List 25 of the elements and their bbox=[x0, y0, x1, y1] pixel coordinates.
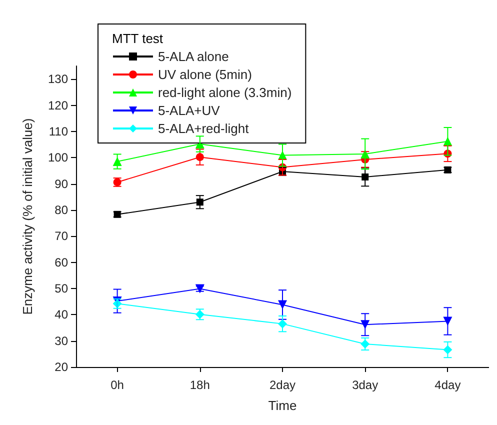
y-axis-title: Enzyme activity (% of initial value) bbox=[20, 118, 35, 315]
y-tick-label: 60 bbox=[54, 255, 68, 270]
y-tick-label: 110 bbox=[48, 124, 68, 138]
legend-label: 5-ALA alone bbox=[158, 49, 229, 64]
y-tick-label: 120 bbox=[48, 98, 68, 112]
x-axis-title: Time bbox=[268, 398, 297, 413]
legend-title: MTT test bbox=[112, 31, 164, 46]
x-tick-label: 3day bbox=[352, 378, 378, 392]
y-tick-label: 30 bbox=[54, 334, 68, 348]
legend-label: 5-ALA+red-light bbox=[158, 121, 250, 136]
y-tick-label: 80 bbox=[54, 202, 68, 217]
y-tick-label: 130 bbox=[48, 72, 68, 86]
y-tick-label: 100 bbox=[48, 150, 68, 165]
y-tick-label: 90 bbox=[54, 176, 68, 191]
x-tick-label: 4day bbox=[434, 378, 461, 392]
x-tick-label: 0h bbox=[110, 378, 124, 392]
y-tick-label: 20 bbox=[54, 360, 68, 374]
y-tick-label: 40 bbox=[54, 308, 68, 322]
legend-label: red-light alone (3.3min) bbox=[158, 85, 292, 100]
x-tick-label: 18h bbox=[190, 378, 210, 392]
legend-label: UV alone (5min) bbox=[158, 67, 252, 82]
y-tick-label: 50 bbox=[54, 281, 68, 296]
x-tick-label: 2day bbox=[269, 378, 296, 392]
legend-label: 5-ALA+UV bbox=[158, 103, 220, 118]
y-tick-label: 70 bbox=[54, 229, 68, 244]
